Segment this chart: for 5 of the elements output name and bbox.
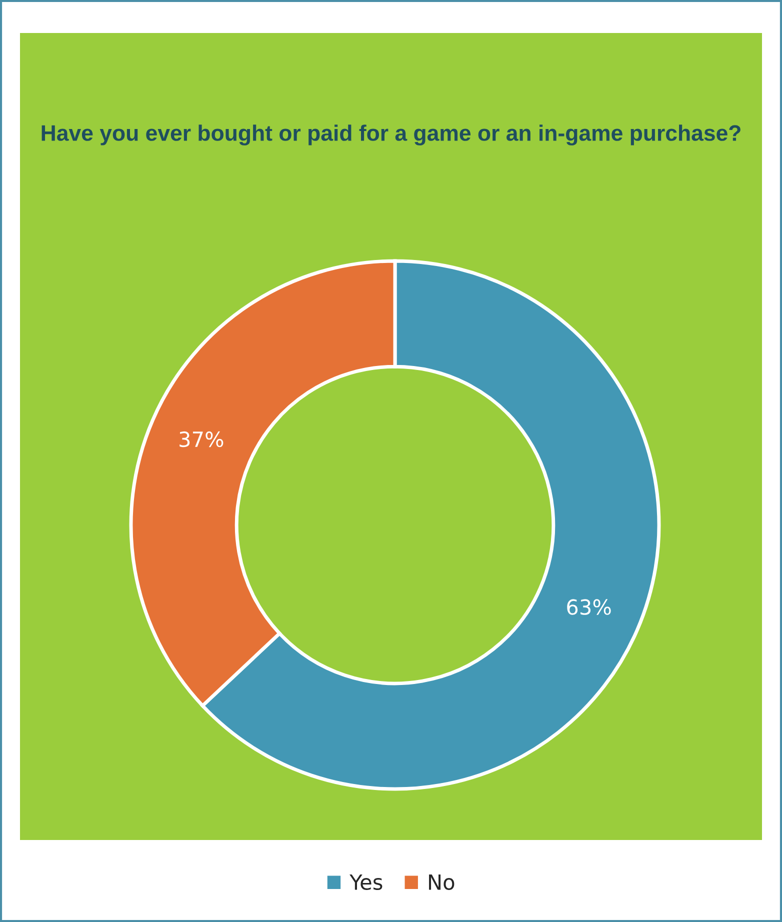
legend-label: No <box>429 874 454 890</box>
chart-title: Have you ever bought or paid for a game or an in-game purchase? <box>42 124 740 146</box>
data-label: 63% <box>567 599 611 615</box>
data-label: 37% <box>180 431 224 448</box>
legend-label: Yes <box>350 874 382 890</box>
